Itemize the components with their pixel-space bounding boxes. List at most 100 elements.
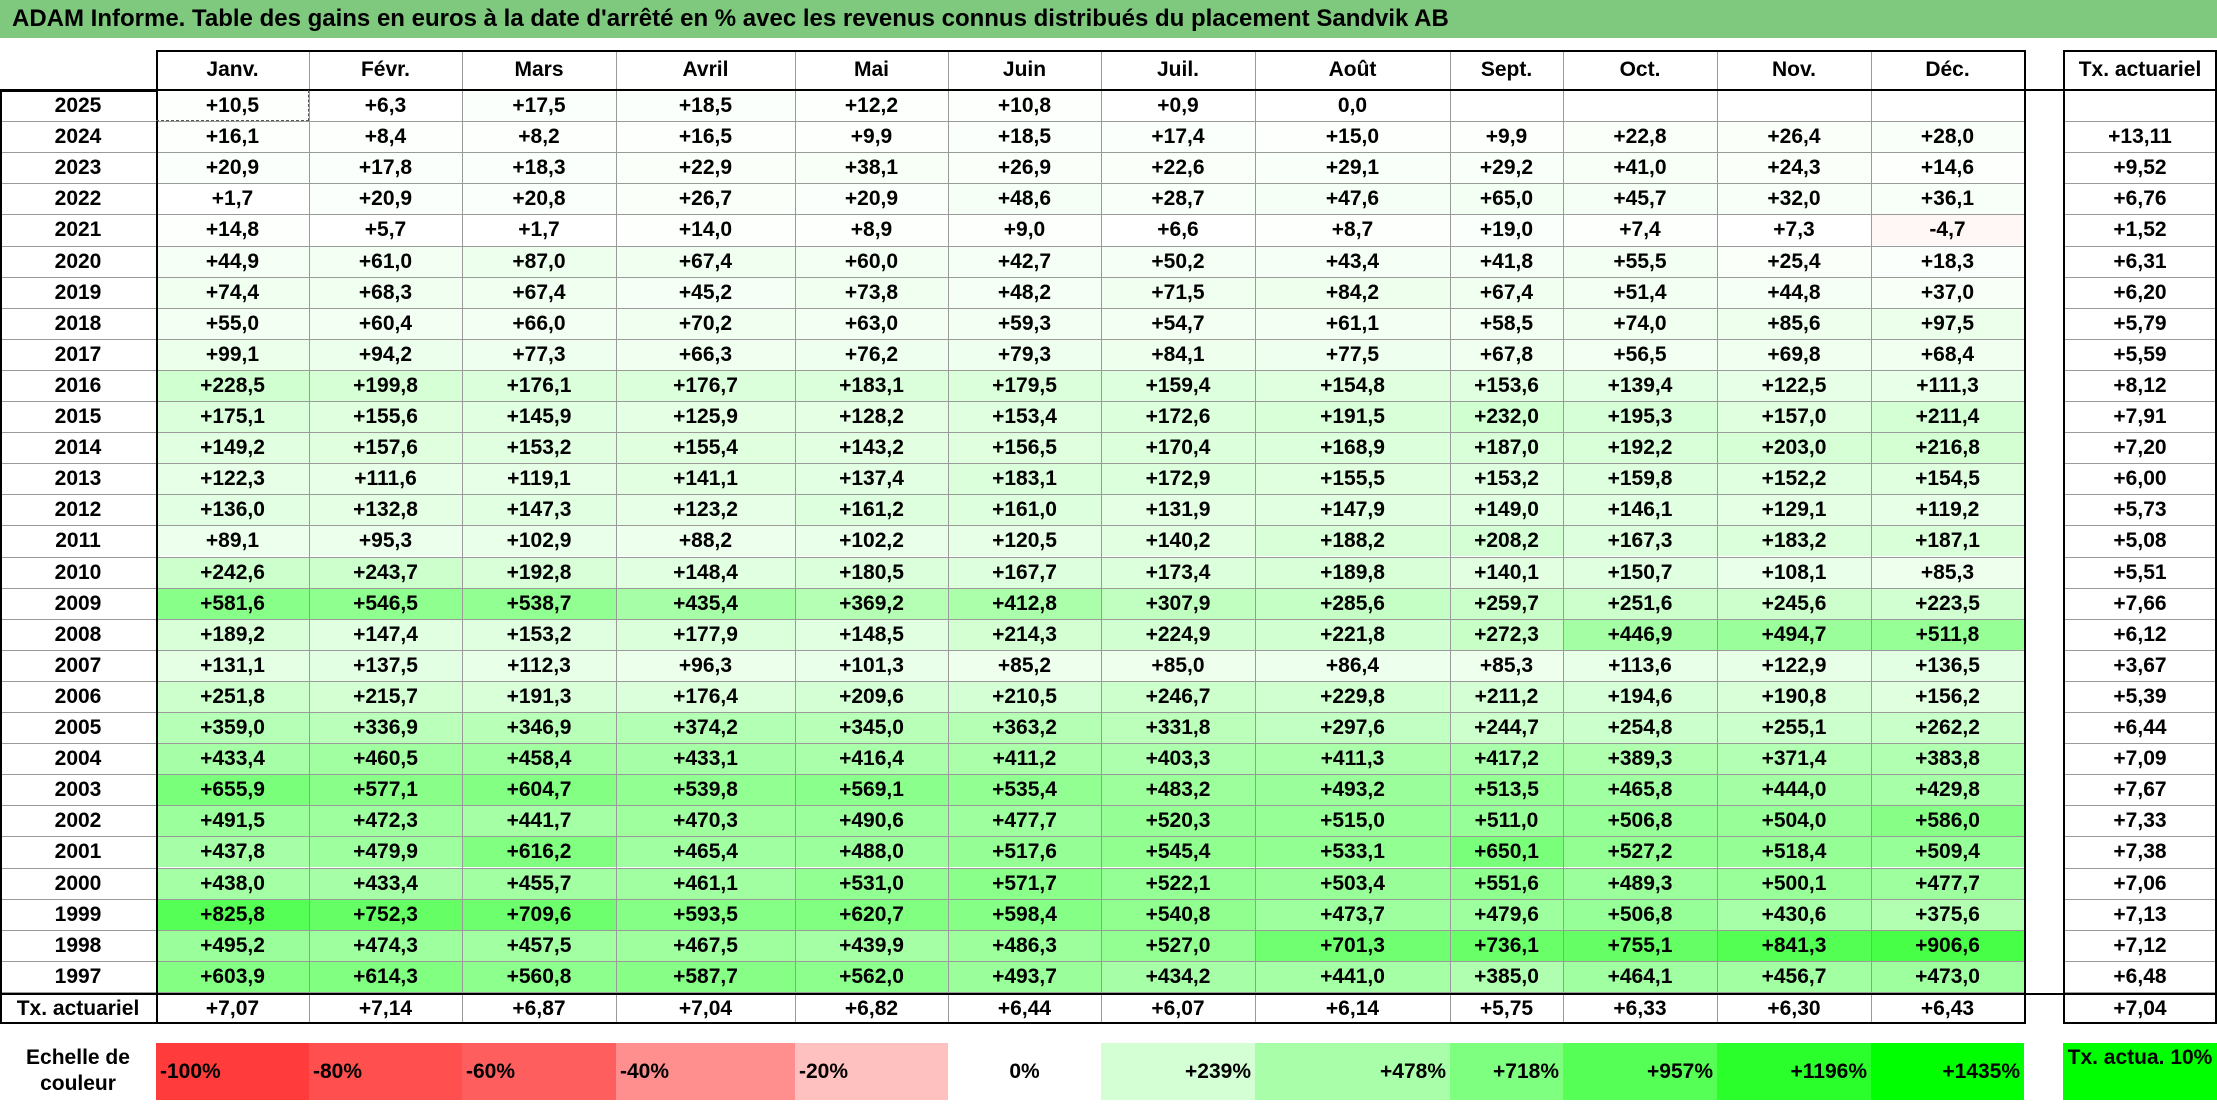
value-cell: +172,6 — [1101, 401, 1255, 433]
value-cell: +527,2 — [1563, 836, 1717, 868]
value-cell: +187,0 — [1450, 432, 1563, 464]
value-cell: +24,3 — [1717, 152, 1871, 184]
year-label: 2010 — [54, 560, 102, 584]
value-cell: +88,2 — [616, 525, 795, 557]
value-cell: +76,2 — [795, 338, 948, 370]
value-cell: +467,5 — [616, 929, 795, 961]
value-cell: +435,4 — [616, 587, 795, 619]
row-divider — [0, 587, 2024, 589]
value-cell: +417,2 — [1450, 743, 1563, 775]
value-cell: +192,2 — [1563, 432, 1717, 464]
row-divider — [0, 649, 2024, 651]
row-divider — [2063, 649, 2217, 651]
value-cell: +17,8 — [309, 152, 462, 184]
value-cell: +67,4 — [1450, 276, 1563, 308]
value-cell: +28,7 — [1101, 183, 1255, 215]
value-cell: +494,7 — [1717, 618, 1871, 650]
value-cell: +154,8 — [1255, 369, 1450, 401]
value-cell: +191,3 — [462, 680, 616, 712]
value-cell: +383,8 — [1871, 743, 2024, 775]
year-label: 2008 — [54, 622, 102, 646]
row-divider — [2063, 183, 2217, 185]
month-header: Juil. — [1156, 58, 1199, 81]
value-cell: +506,8 — [1563, 898, 1717, 930]
value-cell: +68,3 — [309, 276, 462, 308]
column-divider — [309, 50, 310, 1024]
value-cell: +17,4 — [1101, 121, 1255, 153]
value-cell: +598,4 — [948, 898, 1101, 930]
value-cell: +170,4 — [1101, 432, 1255, 464]
row-divider — [2063, 805, 2217, 807]
value-cell: +150,7 — [1563, 556, 1717, 588]
value-cell: +9,9 — [1450, 121, 1563, 153]
value-cell: +176,4 — [616, 680, 795, 712]
value-cell: +539,8 — [616, 774, 795, 806]
value-cell: +8,2 — [462, 121, 616, 153]
value-cell: +8,7 — [1255, 214, 1450, 246]
column-divider — [156, 50, 157, 1024]
value-cell: +12,2 — [795, 90, 948, 122]
value-cell: +59,3 — [948, 307, 1101, 339]
year-label: 2023 — [54, 156, 102, 180]
value-cell: +14,0 — [616, 214, 795, 246]
value-cell: +139,4 — [1563, 369, 1717, 401]
value-cell: +140,2 — [1101, 525, 1255, 557]
legend-swatch: +718% — [1450, 1043, 1563, 1100]
year-label: 2009 — [54, 591, 102, 615]
value-cell: +161,0 — [948, 494, 1101, 526]
month-header: Nov. — [1772, 58, 1816, 81]
row-divider — [2063, 929, 2217, 931]
value-cell: +472,3 — [309, 805, 462, 837]
column-divider — [616, 50, 617, 1024]
column-divider — [1871, 50, 1872, 1024]
footer-rate-cell: +6,33 — [1613, 996, 1667, 1020]
value-cell: +221,8 — [1255, 618, 1450, 650]
value-cell: +132,8 — [309, 494, 462, 526]
row-divider — [0, 338, 2024, 340]
year-label: 1999 — [54, 902, 102, 926]
value-cell: +67,4 — [616, 245, 795, 277]
value-cell: +167,3 — [1563, 525, 1717, 557]
value-cell: +517,6 — [948, 836, 1101, 868]
row-divider — [2063, 214, 2217, 216]
rate-cell: +13,11 — [2108, 125, 2172, 149]
value-cell: +736,1 — [1450, 929, 1563, 961]
legend-swatch: +957% — [1563, 1043, 1717, 1100]
value-cell: +131,1 — [156, 649, 309, 681]
row-divider — [0, 867, 2024, 869]
rate-cell: +7,09 — [2113, 747, 2167, 771]
column-divider — [1255, 50, 1256, 1024]
value-cell: +25,4 — [1717, 245, 1871, 277]
value-cell: +456,7 — [1717, 960, 1871, 992]
value-cell: +183,2 — [1717, 525, 1871, 557]
value-cell: +385,0 — [1450, 960, 1563, 992]
value-cell: +655,9 — [156, 774, 309, 806]
value-cell: +242,6 — [156, 556, 309, 588]
row-divider — [2063, 432, 2217, 434]
value-cell: +825,8 — [156, 898, 309, 930]
footer-separator — [0, 992, 2217, 995]
row-divider — [0, 991, 2024, 993]
value-cell: +581,6 — [156, 587, 309, 619]
value-cell: +153,4 — [948, 401, 1101, 433]
year-label: 2003 — [54, 778, 102, 802]
year-label: 2025 — [54, 94, 102, 117]
value-cell: +85,3 — [1450, 649, 1563, 681]
value-cell: +586,0 — [1871, 805, 2024, 837]
value-cell: +19,0 — [1450, 214, 1563, 246]
value-cell: +444,0 — [1717, 774, 1871, 806]
footer-rate-cell: +6,43 — [1920, 996, 1975, 1020]
column-divider — [462, 50, 463, 1024]
year-label: 2002 — [54, 809, 102, 833]
value-cell: +85,0 — [1101, 649, 1255, 681]
value-cell: +906,6 — [1871, 929, 2024, 961]
value-cell: +7,3 — [1717, 214, 1871, 246]
row-divider — [2063, 680, 2217, 682]
row-divider — [0, 960, 2024, 962]
value-cell: +533,1 — [1255, 836, 1450, 868]
value-cell: +755,1 — [1563, 929, 1717, 961]
month-header: Mars — [514, 58, 564, 81]
value-cell: +457,5 — [462, 929, 616, 961]
value-cell: +179,5 — [948, 369, 1101, 401]
value-cell: +210,5 — [948, 680, 1101, 712]
